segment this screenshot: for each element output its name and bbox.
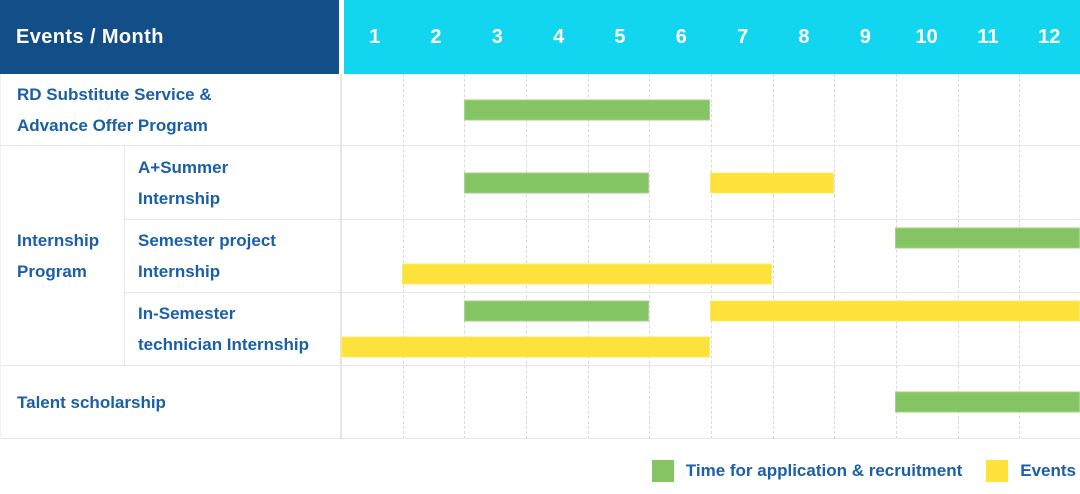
- table-row-rd-substitute: RD Substitute Service & Advance Offer Pr…: [1, 74, 1080, 146]
- month-header-10: 10: [915, 25, 938, 48]
- row-bars-talent-scholarship: [341, 366, 1080, 438]
- gantt-bar-yellow: [710, 300, 1080, 322]
- gantt-bar-green: [895, 391, 1080, 413]
- table-row-in-semester: In-Semester technician Internship: [1, 293, 1080, 366]
- table-body: RD Substitute Service & Advance Offer Pr…: [0, 74, 1080, 439]
- month-header-11: 11: [977, 25, 999, 48]
- bar-line: [341, 74, 1080, 145]
- legend-swatch-application-icon: [651, 460, 674, 482]
- month-header-6: 6: [675, 25, 687, 48]
- bar-line: [340, 329, 1080, 365]
- gantt-bar-yellow: [710, 172, 834, 193]
- row-bars-rd-substitute: [341, 74, 1080, 145]
- legend-swatch-events-icon: [986, 460, 1009, 482]
- month-header-9: 9: [859, 25, 871, 48]
- month-header-2: 2: [430, 25, 442, 48]
- month-header-1: 1: [369, 25, 381, 48]
- row-bars-a-plus-summer: [340, 146, 1080, 220]
- month-header-row: 1 2 3 4 5 6 7 8 9 10 11 12: [344, 0, 1080, 74]
- bar-line: [341, 146, 1080, 219]
- gantt-bar-green: [895, 227, 1080, 249]
- corner-header-label: Events / Month: [16, 25, 164, 48]
- table-row-a-plus-summer: A+Summer Internship: [1, 146, 1080, 220]
- bar-line: [341, 220, 1080, 256]
- row-label-rd-substitute: RD Substitute Service & Advance Offer Pr…: [1, 74, 341, 145]
- month-header-12: 12: [1038, 25, 1061, 48]
- group-label-internship-program: Internship Program: [1, 146, 125, 366]
- row-label-semester-project: Semester project Internship: [125, 220, 341, 293]
- month-header-3: 3: [491, 25, 503, 48]
- month-header-8: 8: [798, 25, 810, 48]
- month-header-5: 5: [614, 25, 626, 48]
- bar-line: [341, 256, 1080, 292]
- gantt-bar-green: [463, 172, 649, 193]
- row-label-a-plus-summer: A+Summer Internship: [125, 146, 341, 220]
- gantt-bar-yellow: [340, 336, 711, 358]
- legend-label-events: Events: [1020, 461, 1076, 480]
- row-label-talent-scholarship: Talent scholarship: [1, 366, 341, 438]
- gantt-bar-green: [463, 99, 711, 120]
- bar-line: [341, 293, 1080, 329]
- row-label-in-semester: In-Semester technician Internship: [125, 293, 341, 365]
- corner-header-cell: Events / Month: [0, 0, 339, 74]
- row-bars-in-semester: [340, 293, 1080, 365]
- table-row-talent-scholarship: Talent scholarship: [1, 366, 1080, 439]
- month-header-7: 7: [737, 25, 749, 48]
- month-header-4: 4: [553, 25, 565, 48]
- legend: Time for application & recruitment Event…: [651, 457, 1076, 485]
- legend-label-application: Time for application & recruitment: [685, 461, 963, 480]
- bar-line: [341, 366, 1080, 438]
- gantt-bar-yellow: [402, 263, 772, 285]
- gantt-bar-green: [463, 300, 649, 322]
- row-bars-semester-project: [340, 220, 1080, 293]
- table-row-semester-project: Semester project Internship: [1, 220, 1080, 293]
